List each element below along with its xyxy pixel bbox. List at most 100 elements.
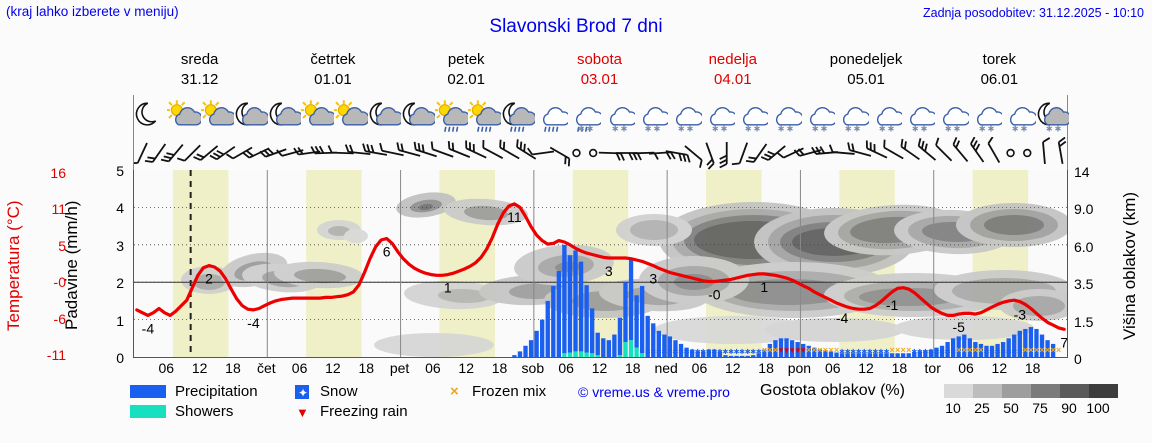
- page-title: Slavonski Brod 7 dni: [489, 16, 663, 37]
- wind-barb: [465, 140, 487, 159]
- frozen-mix-marker: ×: [1034, 345, 1039, 355]
- wind-barb: [1042, 137, 1051, 165]
- snow-marker: ✱: [989, 348, 995, 356]
- showers-bar: [639, 353, 645, 357]
- temp-label-148: -5: [952, 319, 965, 335]
- cloud-snow-icon: ✱ ✱: [668, 95, 702, 137]
- calm-wind-symbol: [572, 148, 581, 158]
- meteogram-svg: ✱ ✱ ✱ ✱ ✱ ✱ ✱ ✱ ✱ ✱ ✱ ✱ ✱ ✱ ✱ ✱ ✱ ✱ ✱ ✱ ✱ × × ×▼▼▼▼▼× × × × × × ✱ ✱ ✱ ✱ ✱…: [134, 170, 1067, 357]
- wind-barb: [1057, 137, 1067, 164]
- precipitation-bar: [734, 355, 739, 357]
- precipitation-bar: [912, 352, 917, 357]
- cloud-height-tick-0: 14: [1074, 164, 1090, 180]
- precipitation-bar: [784, 338, 789, 357]
- temperature-axis-title: Temperatura (°C): [4, 200, 23, 331]
- svg-text:✱: ✱: [921, 125, 928, 134]
- svg-text:✱: ✱: [754, 125, 761, 134]
- temp-label-85: 3: [605, 263, 613, 279]
- wind-barb: [176, 144, 201, 162]
- wind-barb: [883, 139, 904, 160]
- wind-barb: [987, 137, 1001, 163]
- snow-marker: ✱: [728, 348, 734, 356]
- snow-marker: ✱: [1006, 348, 1012, 356]
- precipitation-bar: [950, 338, 956, 357]
- cloud-snow-icon: ✱ ✱: [635, 95, 669, 137]
- meteogram-plot: ✱ ✱ ✱ ✱ ✱ ✱ ✱ ✱ ✱ ✱ ✱ ✱ ✱ ✱ ✱ ✱ ✱ ✱ ✱ ✱ ✱ × × × ▼ ▼ ▼ ▼ ▼ × × × × × × ✱ ✱ ✱ ✱ ✱…: [133, 170, 1068, 358]
- svg-text:✱: ✱: [578, 125, 585, 134]
- precipitation-bar: [667, 336, 673, 357]
- wind-barb: [379, 142, 404, 157]
- frozen-mix-marker: ×: [901, 345, 906, 355]
- snow-marker: ✱: [922, 348, 928, 356]
- wind-barb: [917, 138, 937, 161]
- x-tick-12-5: 12: [325, 360, 341, 376]
- snow-marker: ✱: [656, 348, 662, 356]
- svg-text:✱: ✱: [912, 125, 919, 134]
- cloud-snow-icon: ✱ ✱: [702, 95, 736, 137]
- x-tick-18-14: 18: [625, 360, 641, 376]
- precipitation-bar: [817, 349, 823, 357]
- x-tick-06-20: 06: [824, 360, 841, 376]
- precipitation-bar: [701, 351, 706, 357]
- snow-marker: ✱: [673, 348, 679, 356]
- precipitation-bar: [812, 347, 817, 357]
- snow-marker: ✱: [723, 348, 729, 356]
- wind-barb: [719, 142, 728, 169]
- svg-text:✱: ✱: [1054, 125, 1061, 134]
- snow-marker: ✱: [684, 348, 690, 356]
- frozen-mix-marker: ×: [806, 345, 811, 355]
- freezing-rain-icon: ▼: [296, 405, 309, 420]
- precipitation-bar: [567, 255, 573, 353]
- snow-icon: ✦: [298, 386, 309, 400]
- wind-barb: [447, 141, 471, 158]
- snow-marker: ✱: [667, 348, 673, 356]
- svg-text:✱: ✱: [678, 125, 685, 134]
- cloud-blob: [894, 316, 1034, 340]
- legend-showers-label: Showers: [175, 403, 234, 420]
- cloud-snow-icon: ✱ ✱: [602, 95, 635, 137]
- wind-barb: [327, 145, 354, 155]
- snow-marker: ✱: [950, 348, 956, 356]
- copyright-link[interactable]: © vreme.us & vreme.pro: [578, 384, 730, 400]
- calm-wind-symbol: [588, 148, 598, 158]
- snow-marker: ✱: [917, 348, 923, 356]
- snow-marker: ✱: [678, 348, 684, 356]
- frozen-mix-marker: ×: [823, 345, 828, 355]
- cloud-blob: [374, 333, 494, 357]
- showers-swatch: [130, 405, 166, 418]
- day-name: sreda: [180, 51, 219, 68]
- day-date: 02.01: [447, 71, 485, 88]
- snow-marker: ✱: [911, 348, 917, 356]
- frozen-mix-marker: ×: [834, 345, 839, 355]
- precipitation-bar: [651, 323, 656, 357]
- cloud-blob: [464, 205, 508, 221]
- frozen-mix-marker: ×: [978, 345, 983, 355]
- precipitation-bar: [856, 353, 861, 357]
- snow-marker: ✱: [750, 348, 756, 356]
- precipitation-bar: [512, 355, 517, 357]
- frozen-mix-marker: ×: [956, 345, 961, 355]
- wind-barb: [684, 145, 703, 168]
- x-tick-12-13: 12: [591, 360, 608, 376]
- svg-text:✱: ✱: [1012, 125, 1019, 134]
- x-tick-06-4: 06: [291, 360, 308, 376]
- wind-barb: [225, 146, 253, 160]
- wind-barb: [259, 147, 287, 158]
- snow-marker: ✱: [756, 348, 762, 356]
- svg-text:✱: ✱: [821, 125, 828, 134]
- precipitation-bar: [706, 349, 711, 357]
- precipitation-bar: [1017, 330, 1022, 357]
- svg-text:✱: ✱: [745, 125, 752, 134]
- temperature-tick-2: 5: [58, 237, 66, 254]
- svg-text:✱: ✱: [787, 125, 794, 134]
- x-tick-18-18: 18: [758, 360, 774, 376]
- snow-marker: ✱: [1017, 348, 1023, 356]
- snow-marker: ✱: [661, 348, 667, 356]
- wind-barb: [242, 147, 270, 159]
- cloud-density-color-scale: [944, 384, 1118, 398]
- day-column-petek: petek 02.01: [400, 50, 533, 92]
- showers-bar: [628, 340, 634, 357]
- cloud-height-tick-5: 0: [1074, 351, 1082, 367]
- snow-marker: ✱: [689, 348, 695, 356]
- precipitation-bar: [984, 345, 989, 357]
